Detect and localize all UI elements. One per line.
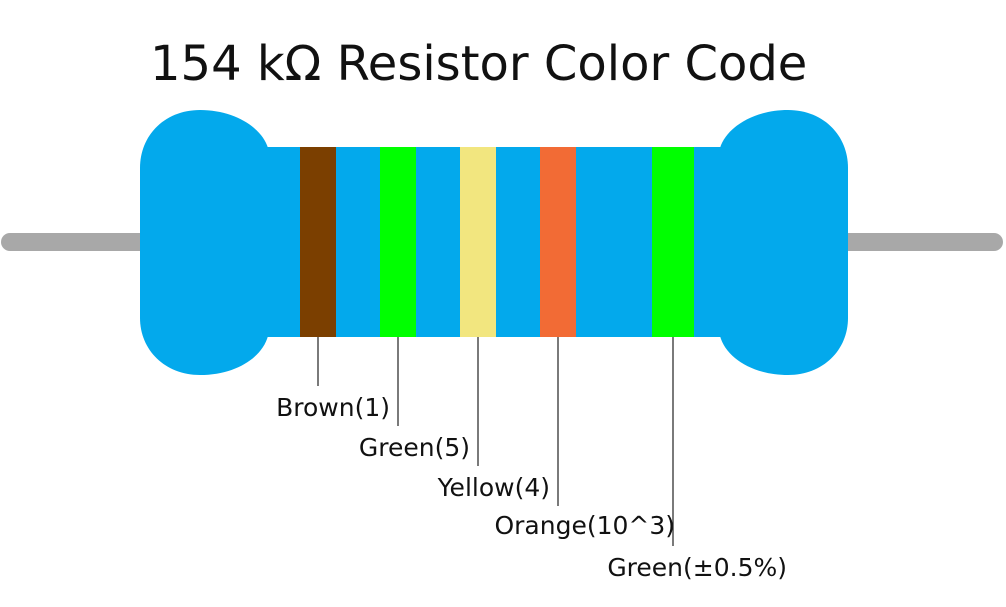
color-band [652,147,694,337]
right-cap [720,110,848,375]
color-band [380,147,416,337]
left-cap [140,110,268,375]
band-label: Green(±0.5%) [607,553,787,582]
title: 154 kΩ Resistor Color Code [150,36,807,92]
band-label: Green(5) [359,433,470,462]
band-label: Brown(1) [276,393,390,422]
band-label: Orange(10^3) [494,511,675,540]
color-band [460,147,496,337]
band-label: Yellow(4) [437,473,550,502]
bands: Brown(1) Green(5) Yellow(4) Orange(10^3) Gre… [276,147,787,582]
color-band [540,147,576,337]
color-band [300,147,336,337]
